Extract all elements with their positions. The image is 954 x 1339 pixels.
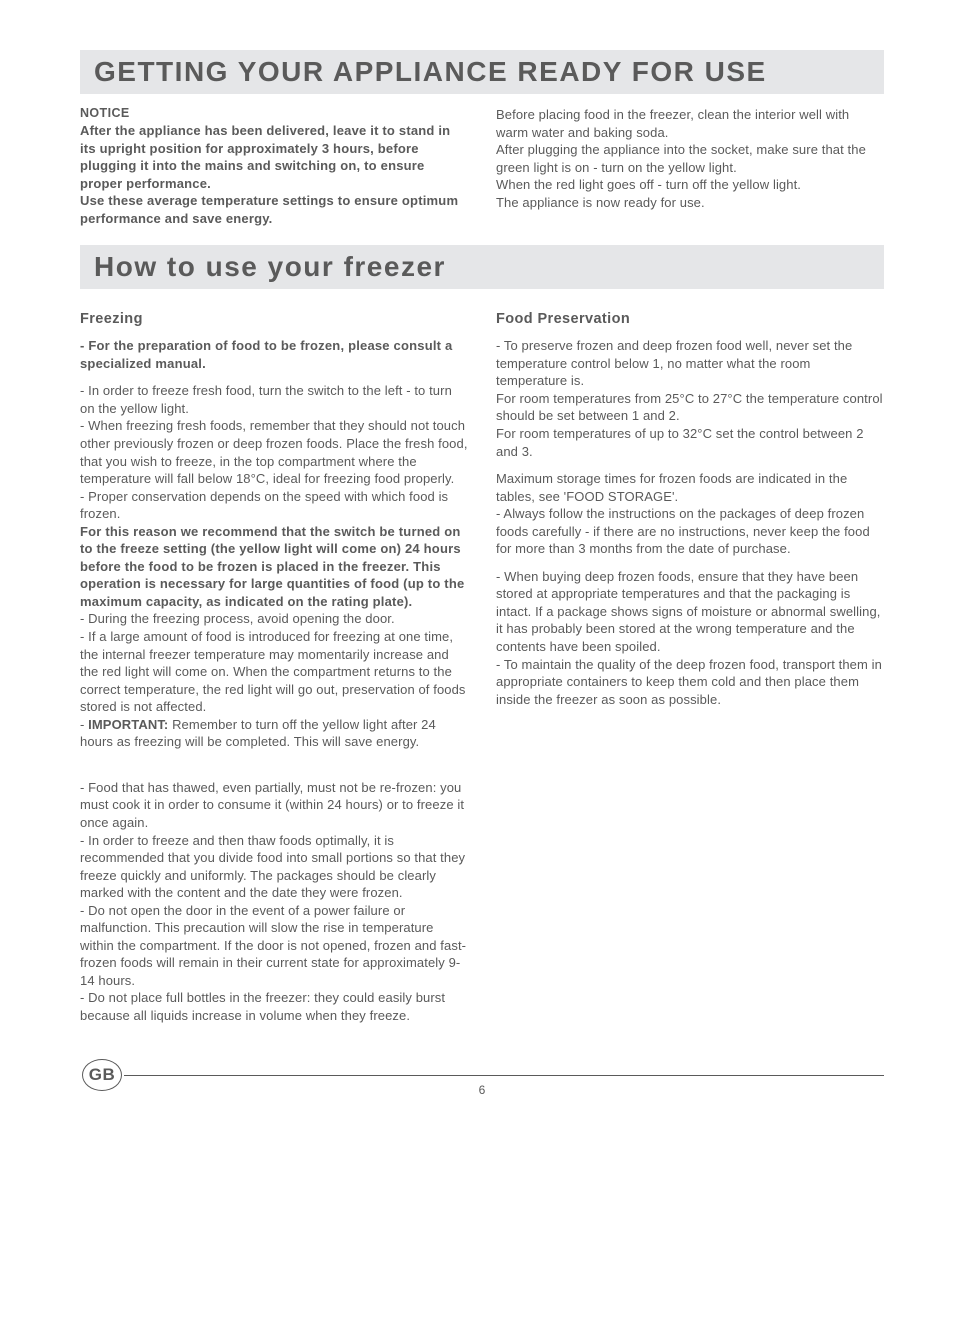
preservation-p6: - When buying deep frozen foods, ensure … [496, 568, 884, 656]
freezing-p5: - If a large amount of food is introduce… [80, 628, 468, 716]
footer-rule [80, 1075, 884, 1076]
page-number: 6 [479, 1083, 486, 1097]
banner-title-1: GETTING YOUR APPLIANCE READY FOR USE [94, 56, 767, 87]
freezing-p6: - IMPORTANT: Remember to turn off the ye… [80, 716, 468, 751]
col-right-2: Food Preservation - To preserve frozen a… [496, 311, 884, 1024]
preservation-p3: For room temperatures of up to 32°C set … [496, 425, 884, 460]
freezing-p10: - Do not place full bottles in the freez… [80, 989, 468, 1024]
banner-title-2: How to use your freezer [94, 251, 446, 282]
notice-para-1: After the appliance has been delivered, … [80, 122, 468, 192]
page-footer: GB 6 [80, 1055, 884, 1095]
country-badge: GB [82, 1059, 122, 1091]
banner-how-to-use: How to use your freezer [80, 245, 884, 289]
section-1-columns: NOTICE After the appliance has been deli… [80, 106, 884, 227]
col-left-1: NOTICE After the appliance has been deli… [80, 106, 468, 227]
freezing-p4: - During the freezing process, avoid ope… [80, 610, 468, 628]
preservation-p5: - Always follow the instructions on the … [496, 505, 884, 558]
right1-p4: The appliance is now ready for use. [496, 194, 884, 212]
right1-p1: Before placing food in the freezer, clea… [496, 106, 884, 141]
banner-getting-ready: GETTING YOUR APPLIANCE READY FOR USE [80, 50, 884, 94]
notice-para-2: Use these average temperature settings t… [80, 192, 468, 227]
freezing-heading: Freezing [80, 311, 468, 327]
col-left-2: Freezing - For the preparation of food t… [80, 311, 468, 1024]
freezing-important-label: IMPORTANT: [88, 717, 168, 732]
footer-badge-wrap: GB [80, 1058, 124, 1092]
freezing-p3: - Proper conservation depends on the spe… [80, 488, 468, 523]
section-2-columns: Freezing - For the preparation of food t… [80, 311, 884, 1024]
preservation-p4: Maximum storage times for frozen foods a… [496, 470, 884, 505]
preservation-p2: For room temperatures from 25°C to 27°C … [496, 390, 884, 425]
freezing-p7: - Food that has thawed, even partially, … [80, 779, 468, 832]
page-root: GETTING YOUR APPLIANCE READY FOR USE NOT… [0, 0, 954, 1125]
right1-p3: When the red light goes off - turn off t… [496, 176, 884, 194]
col-right-1: Before placing food in the freezer, clea… [496, 106, 884, 227]
preservation-heading: Food Preservation [496, 311, 884, 327]
notice-heading: NOTICE [80, 106, 468, 120]
preservation-p1: - To preserve frozen and deep frozen foo… [496, 337, 884, 390]
freezing-lead: - For the preparation of food to be froz… [80, 337, 468, 372]
freezing-p1: - In order to freeze fresh food, turn th… [80, 382, 468, 417]
preservation-p7: - To maintain the quality of the deep fr… [496, 656, 884, 709]
freezing-p9: - Do not open the door in the event of a… [80, 902, 468, 990]
freezing-p2: - When freezing fresh foods, remember th… [80, 417, 468, 487]
freezing-p8: - In order to freeze and then thaw foods… [80, 832, 468, 902]
freezing-bold-recommend: For this reason we recommend that the sw… [80, 523, 468, 611]
right1-p2: After plugging the appliance into the so… [496, 141, 884, 176]
freezing-p6-dash: - [80, 717, 88, 732]
